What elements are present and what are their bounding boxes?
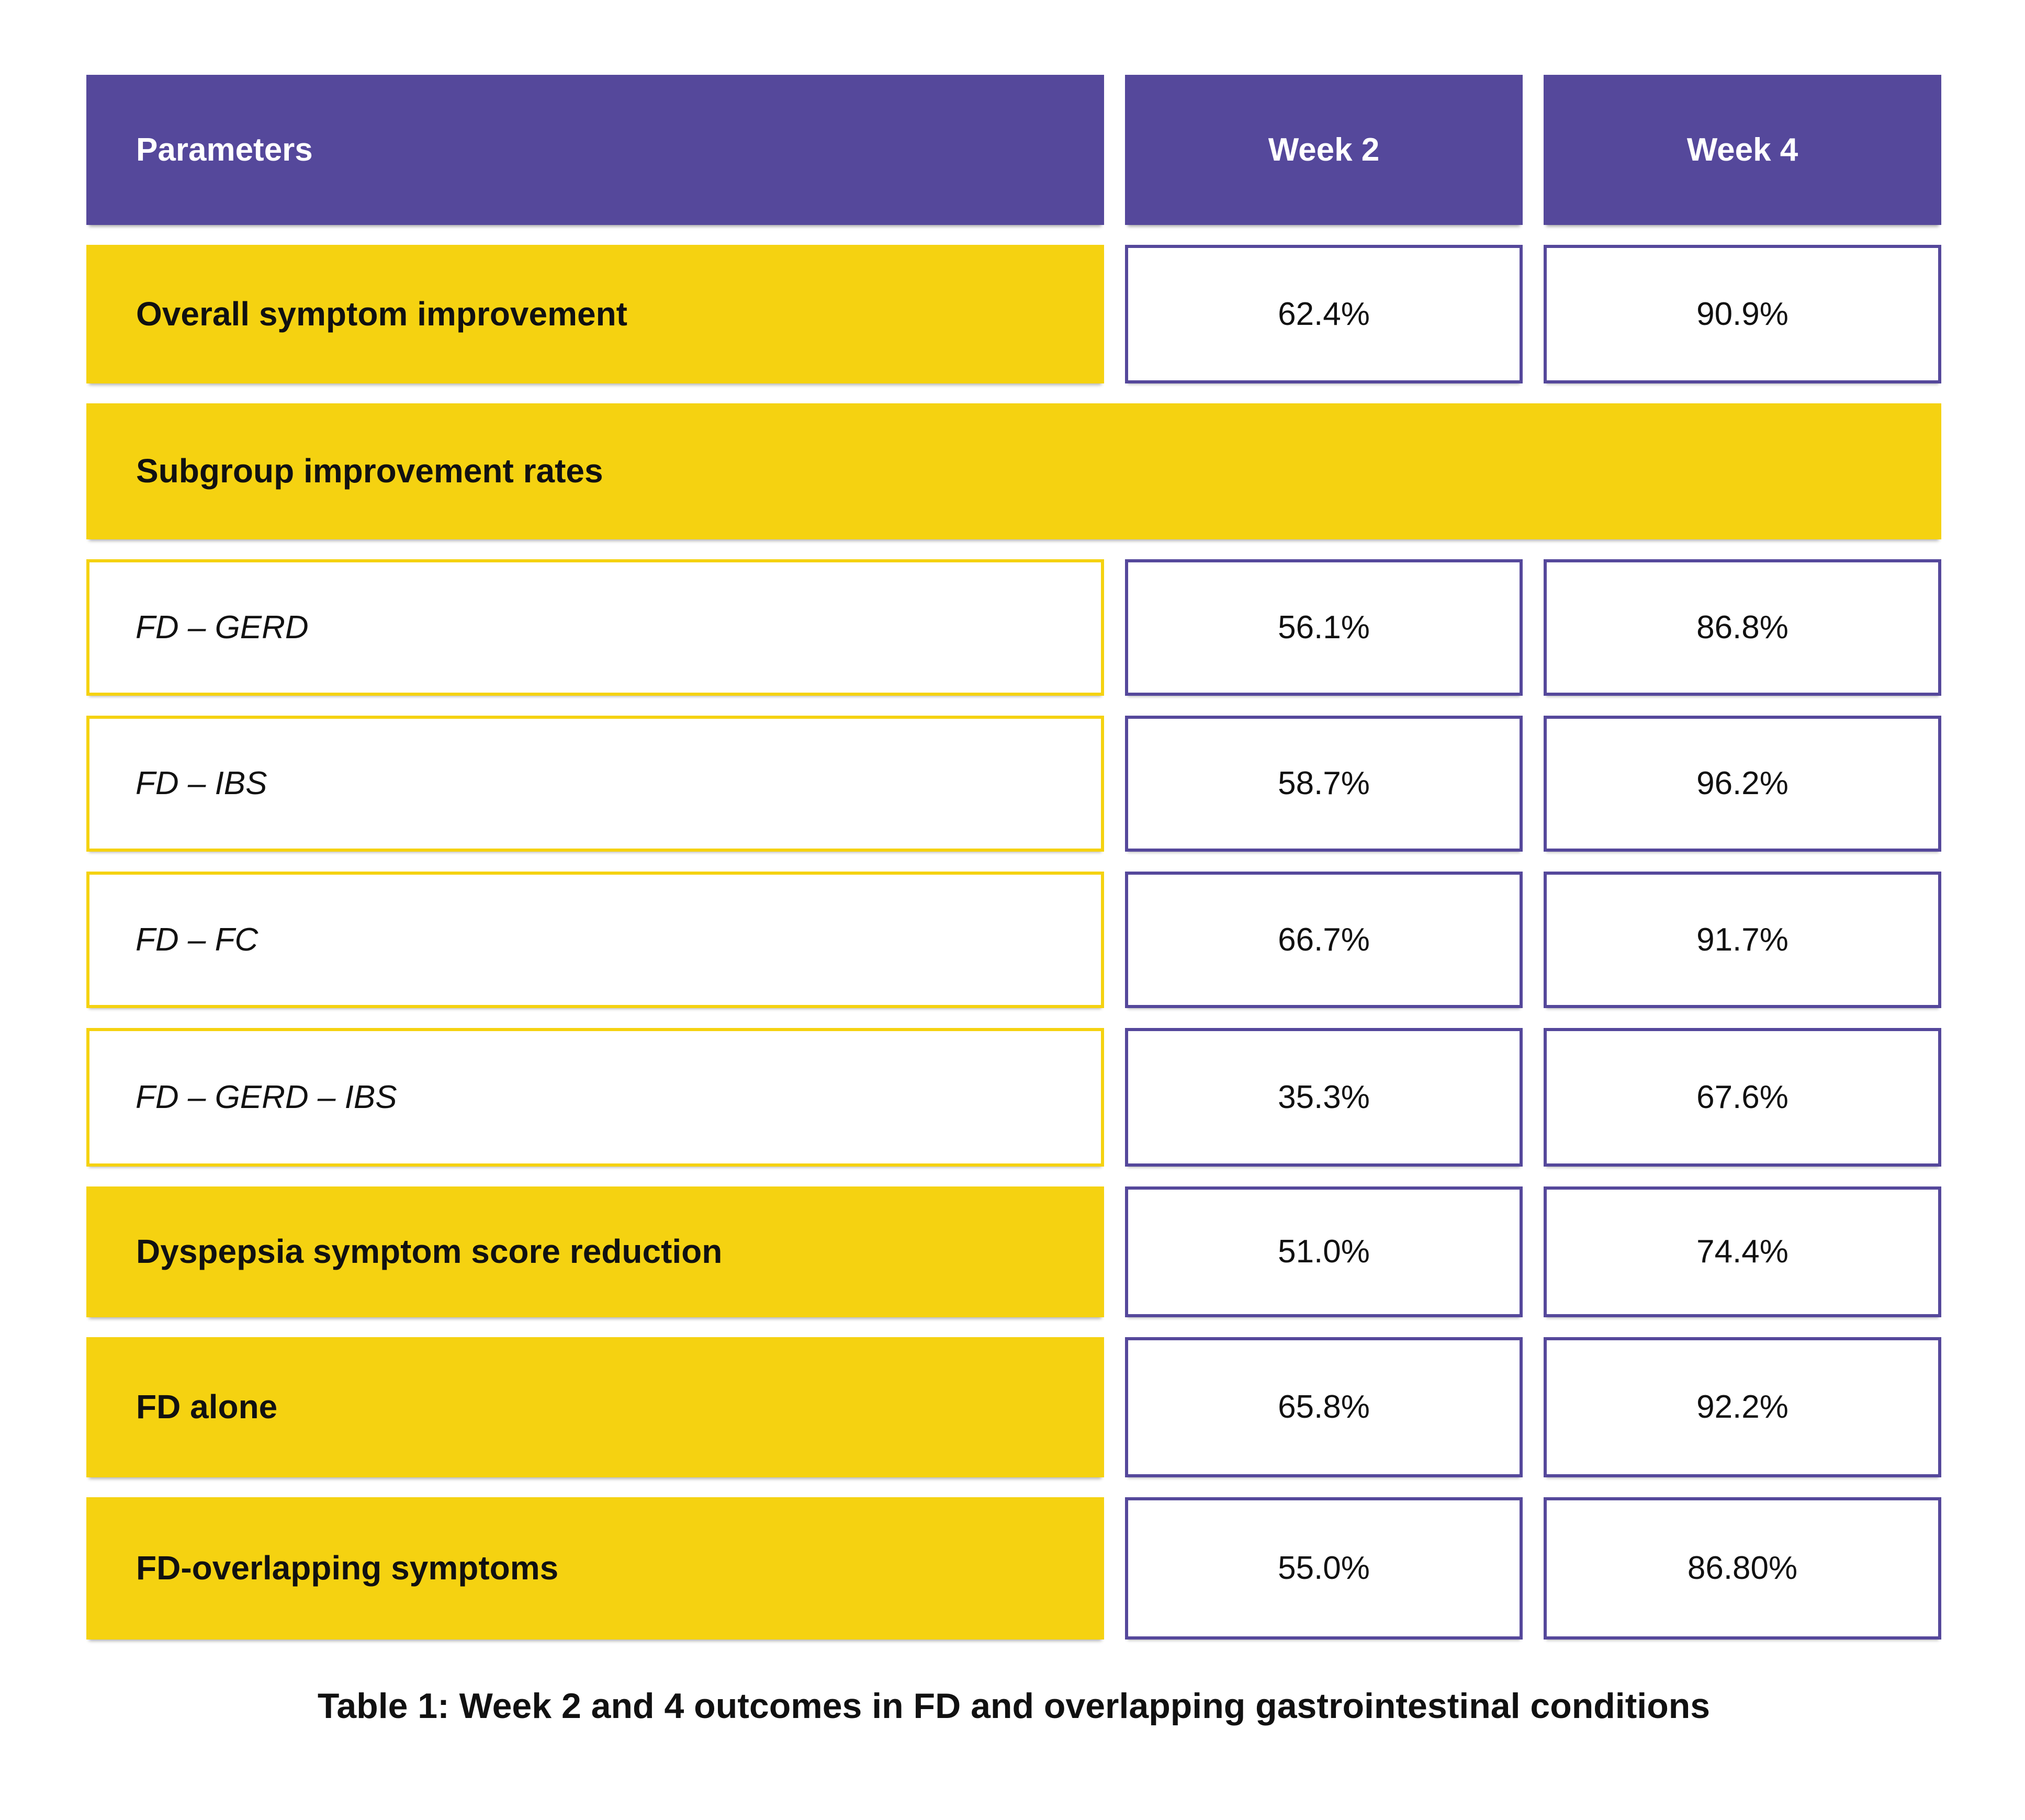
value-text: 35.3% [1278, 1079, 1370, 1115]
value-cell-dyspepsia-week2: 51.0% [1125, 1186, 1523, 1317]
table-caption: Table 1: Week 2 and 4 outcomes in FD and… [317, 1686, 1711, 1726]
value-text: 74.4% [1696, 1234, 1788, 1270]
value-text: 65.8% [1278, 1389, 1370, 1426]
value-text: 96.2% [1696, 765, 1788, 802]
row-label-text: FD-overlapping symptoms [136, 1549, 559, 1587]
value-text: 55.0% [1278, 1550, 1370, 1587]
value-cell-fd-gerd-ibs-week4: 67.6% [1544, 1028, 1941, 1167]
value-text: 58.7% [1278, 765, 1370, 802]
header-label-parameters: Parameters [136, 131, 313, 168]
value-text: 51.0% [1278, 1234, 1370, 1270]
row-label-text: Dyspepsia symptom score reduction [136, 1233, 723, 1271]
value-text: 91.7% [1696, 921, 1788, 958]
value-cell-fd-fc-week4: 91.7% [1544, 872, 1941, 1008]
value-text: 67.6% [1696, 1079, 1788, 1115]
row-label-fd-alone: FD alone [86, 1337, 1104, 1477]
value-cell-fd-fc-week2: 66.7% [1125, 872, 1523, 1008]
value-cell-fd-overlapping-week4: 86.80% [1544, 1497, 1941, 1640]
header-label-week2: Week 2 [1268, 131, 1380, 168]
header-cell-parameters: Parameters [86, 75, 1104, 225]
value-text: 86.8% [1696, 609, 1788, 646]
value-cell-fd-gerd-week2: 56.1% [1125, 559, 1523, 696]
value-cell-fd-ibs-week4: 96.2% [1544, 716, 1941, 852]
value-text: 66.7% [1278, 921, 1370, 958]
row-label-text: Overall symptom improvement [136, 295, 627, 333]
row-label-text: FD – GERD – IBS [136, 1079, 397, 1115]
header-label-week4: Week 4 [1686, 131, 1798, 168]
value-cell-dyspepsia-week4: 74.4% [1544, 1186, 1941, 1317]
value-text: 92.2% [1696, 1389, 1788, 1426]
header-cell-week2: Week 2 [1125, 75, 1523, 225]
value-cell-fd-alone-week2: 65.8% [1125, 1337, 1523, 1477]
row-label-dyspepsia-score-reduction: Dyspepsia symptom score reduction [86, 1186, 1104, 1317]
section-label-text: Subgroup improvement rates [136, 452, 603, 490]
value-text: 62.4% [1278, 296, 1370, 332]
row-label-fd-fc: FD – FC [86, 872, 1104, 1008]
row-label-text: FD – GERD [136, 609, 309, 646]
row-label-text: FD – IBS [136, 765, 267, 802]
row-label-fd-gerd-ibs: FD – GERD – IBS [86, 1028, 1104, 1167]
value-cell-overall-week2: 62.4% [1125, 245, 1523, 383]
section-row-subgroup-improvement-rates: Subgroup improvement rates [86, 403, 1941, 539]
value-text: 90.9% [1696, 296, 1788, 332]
row-label-fd-overlapping-symptoms: FD-overlapping symptoms [86, 1497, 1104, 1640]
value-cell-fd-gerd-week4: 86.8% [1544, 559, 1941, 696]
value-cell-fd-alone-week4: 92.2% [1544, 1337, 1941, 1477]
header-cell-week4: Week 4 [1544, 75, 1941, 225]
value-text: 86.80% [1687, 1550, 1798, 1587]
row-label-overall-symptom-improvement: Overall symptom improvement [86, 245, 1104, 383]
row-label-text: FD – FC [136, 921, 258, 958]
row-label-fd-gerd: FD – GERD [86, 559, 1104, 696]
value-cell-fd-gerd-ibs-week2: 35.3% [1125, 1028, 1523, 1167]
value-cell-fd-overlapping-week2: 55.0% [1125, 1497, 1523, 1640]
value-cell-overall-week4: 90.9% [1544, 245, 1941, 383]
row-label-text: FD alone [136, 1388, 278, 1426]
outcomes-table: Parameters Week 2 Week 4 Overall symptom… [86, 75, 1941, 1640]
row-label-fd-ibs: FD – IBS [86, 716, 1104, 852]
value-cell-fd-ibs-week2: 58.7% [1125, 716, 1523, 852]
value-text: 56.1% [1278, 609, 1370, 646]
